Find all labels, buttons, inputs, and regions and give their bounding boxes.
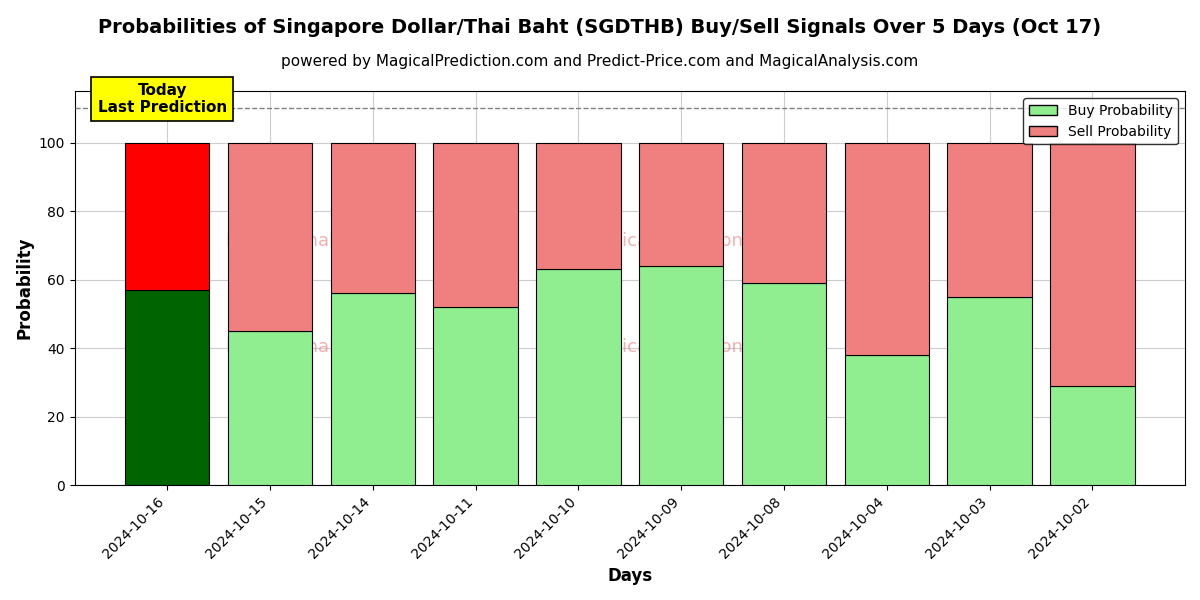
Bar <box>742 143 826 283</box>
Bar <box>125 143 210 290</box>
Bar <box>948 297 1032 485</box>
Bar <box>228 143 312 331</box>
Bar <box>433 143 517 307</box>
Bar <box>845 143 929 355</box>
Bar <box>640 143 724 266</box>
Bar <box>948 143 1032 297</box>
Text: MagicalAnalysis.com: MagicalAnalysis.com <box>224 232 413 250</box>
Text: powered by MagicalPrediction.com and Predict-Price.com and MagicalAnalysis.com: powered by MagicalPrediction.com and Pre… <box>281 54 919 69</box>
Text: MagicalPrediction.com: MagicalPrediction.com <box>584 338 787 356</box>
Bar <box>228 331 312 485</box>
Bar <box>742 283 826 485</box>
Bar <box>845 355 929 485</box>
Bar <box>536 143 620 269</box>
Legend: Buy Probability, Sell Probability: Buy Probability, Sell Probability <box>1024 98 1178 144</box>
Bar <box>536 269 620 485</box>
Bar <box>433 307 517 485</box>
Bar <box>125 290 210 485</box>
Bar <box>1050 143 1134 386</box>
Text: MagicalAnalysis.com: MagicalAnalysis.com <box>224 338 413 356</box>
Bar <box>1050 386 1134 485</box>
Bar <box>331 143 415 293</box>
X-axis label: Days: Days <box>607 567 653 585</box>
Bar <box>331 293 415 485</box>
Bar <box>640 266 724 485</box>
Text: MagicalPrediction.com: MagicalPrediction.com <box>584 232 787 250</box>
Text: Today
Last Prediction: Today Last Prediction <box>97 83 227 115</box>
Y-axis label: Probability: Probability <box>16 237 34 340</box>
Text: Probabilities of Singapore Dollar/Thai Baht (SGDTHB) Buy/Sell Signals Over 5 Day: Probabilities of Singapore Dollar/Thai B… <box>98 18 1102 37</box>
